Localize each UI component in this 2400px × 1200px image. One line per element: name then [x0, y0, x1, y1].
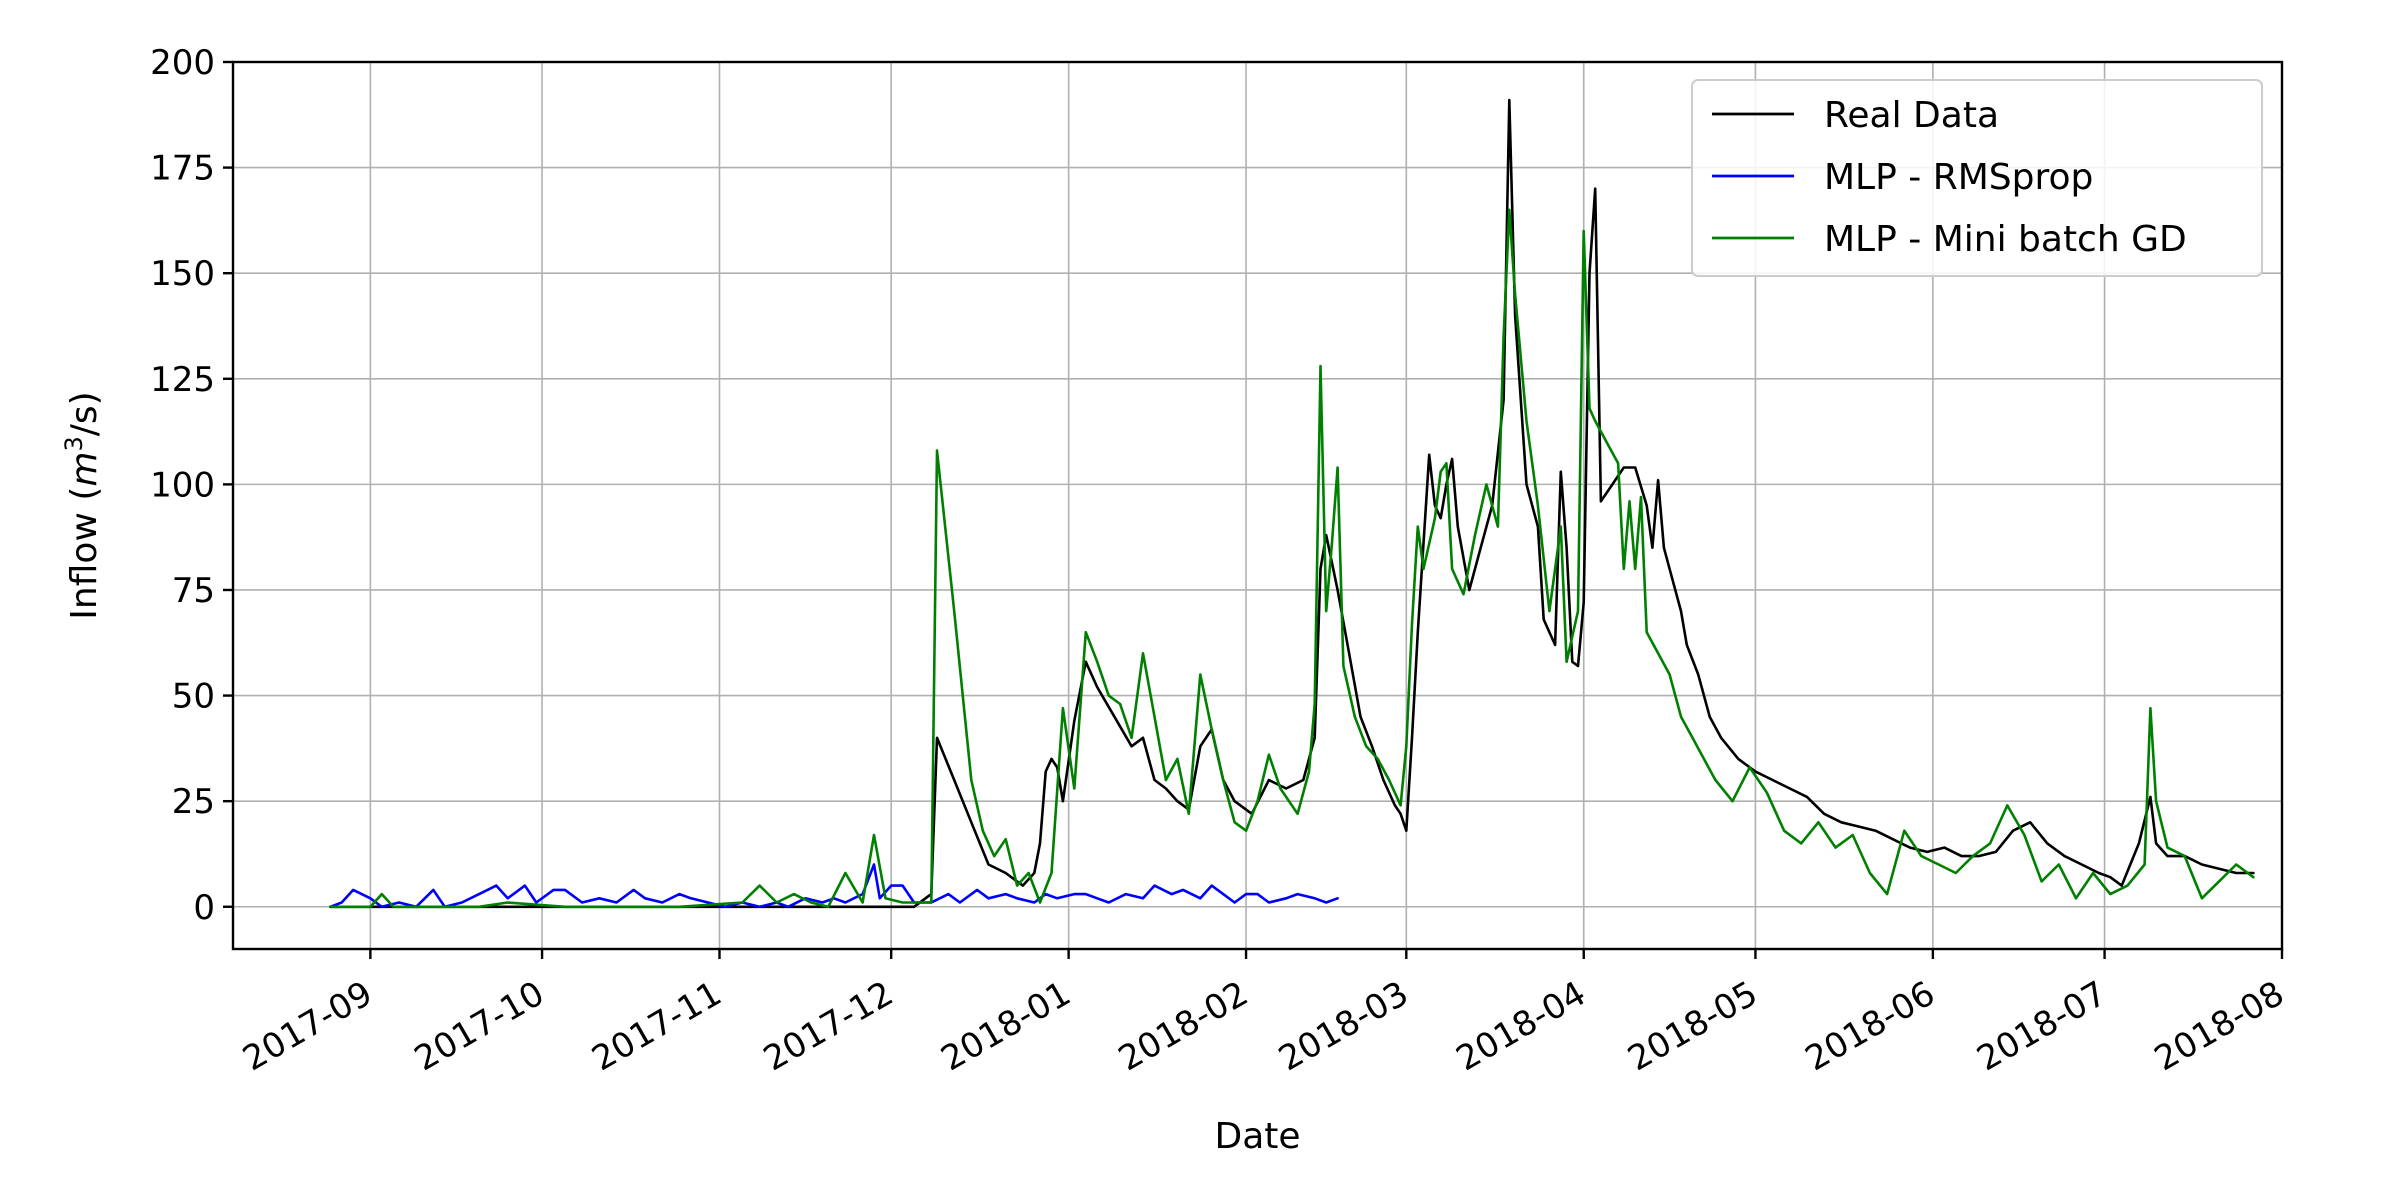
y-axis-label-unit-base: m — [64, 452, 105, 487]
legend-label: Real Data — [1824, 95, 1999, 136]
x-tick-label: 2018-02 — [1112, 974, 1255, 1080]
x-tick-label: 2018-06 — [1799, 974, 1942, 1080]
y-axis-ticks: 0 25 50 75 100 125 150 175 200 — [150, 43, 233, 928]
x-tick-label: 2018-04 — [1450, 974, 1593, 1080]
x-tick-label: 2018-03 — [1272, 974, 1415, 1080]
y-tick-label: 75 — [172, 571, 215, 611]
series-line-mlp-mini-batch-gd — [329, 208, 2255, 909]
legend: Real Data MLP - RMSprop MLP - Mini batch G… — [1691, 79, 2263, 277]
y-axis-label-unit-rest: /s) — [64, 391, 105, 436]
y-axis-label-unit-exp: 3 — [60, 436, 88, 451]
x-tick-label: 2018-01 — [934, 974, 1077, 1080]
legend-box — [1691, 79, 2263, 277]
x-tick-label: 2017-12 — [757, 974, 900, 1080]
y-tick-label: 200 — [150, 43, 215, 83]
y-tick-label: 150 — [150, 254, 215, 294]
series-lines — [329, 98, 2255, 909]
y-tick-label: 100 — [150, 465, 215, 505]
legend-label: MLP - RMSprop — [1824, 157, 2093, 198]
x-axis-ticks: 2017-09 2017-10 2017-11 2017-12 2018-01 2018-… — [236, 949, 2291, 1079]
x-tick-label: 2017-10 — [408, 974, 551, 1080]
x-tick-label: 2017-09 — [236, 974, 379, 1080]
y-tick-label: 175 — [150, 149, 215, 189]
y-tick-label: 50 — [172, 677, 215, 717]
y-axis-label: Inflow (m3/s) — [60, 391, 105, 619]
x-tick-label: 2018-05 — [1621, 974, 1764, 1080]
y-tick-label: 0 — [193, 888, 215, 928]
series-line-mlp-rmsprop — [329, 863, 1339, 909]
y-tick-label: 125 — [150, 360, 215, 400]
y-tick-label: 25 — [172, 782, 215, 822]
y-axis-label-prefix: Inflow ( — [64, 487, 105, 620]
x-axis-label: Date — [1214, 1116, 1300, 1157]
x-tick-label: 2018-08 — [2148, 974, 2291, 1080]
x-tick-label: 2018-07 — [1970, 974, 2113, 1080]
x-tick-label: 2017-11 — [585, 974, 728, 1080]
plot-frame — [231, 60, 2284, 951]
legend-label: MLP - Mini batch GD — [1824, 219, 2187, 260]
